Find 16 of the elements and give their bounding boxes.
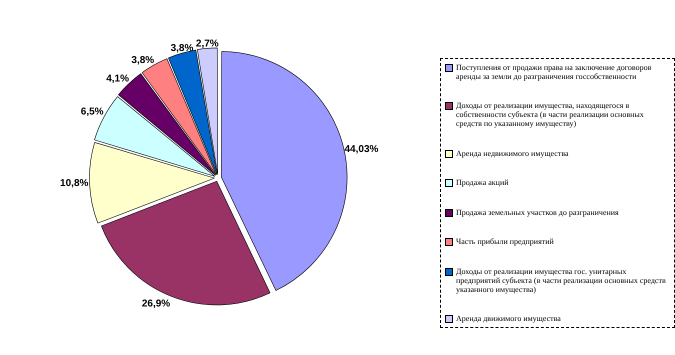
legend-label: Доходы от реализации имущества, находящегося в собственности субъекта (в части реализации основных средств по указанному имуществу) (456, 101, 645, 128)
legend-label: Доходы от реализации имущества гос. унитарных предприятий субъекта (в части реализации основных средств указанного имущества) (456, 266, 667, 294)
data-label: 3,8% (131, 54, 154, 66)
legend-label: Аренда движимого имущества (456, 314, 561, 323)
legend-label: Продажа земельных участков до разграничения (456, 208, 619, 217)
legend-label: Аренда недвижимого имущества (456, 148, 569, 158)
data-label: 4,1% (106, 73, 130, 84)
legend-label: Продажа акций (456, 178, 509, 188)
data-label: 3,8% (170, 43, 194, 54)
data-label: 26,9% (142, 298, 170, 310)
data-label: 2,7% (196, 38, 219, 50)
data-label: 6,5% (80, 106, 104, 118)
data-label: 44,03% (344, 144, 379, 156)
legend-label: Поступления от продажи права на заключение договоров аренды за земли до разграничения госсобственности (456, 63, 652, 81)
data-label: 10,8% (60, 178, 89, 189)
legend-label: Часть прибыли предприятий (456, 237, 554, 246)
